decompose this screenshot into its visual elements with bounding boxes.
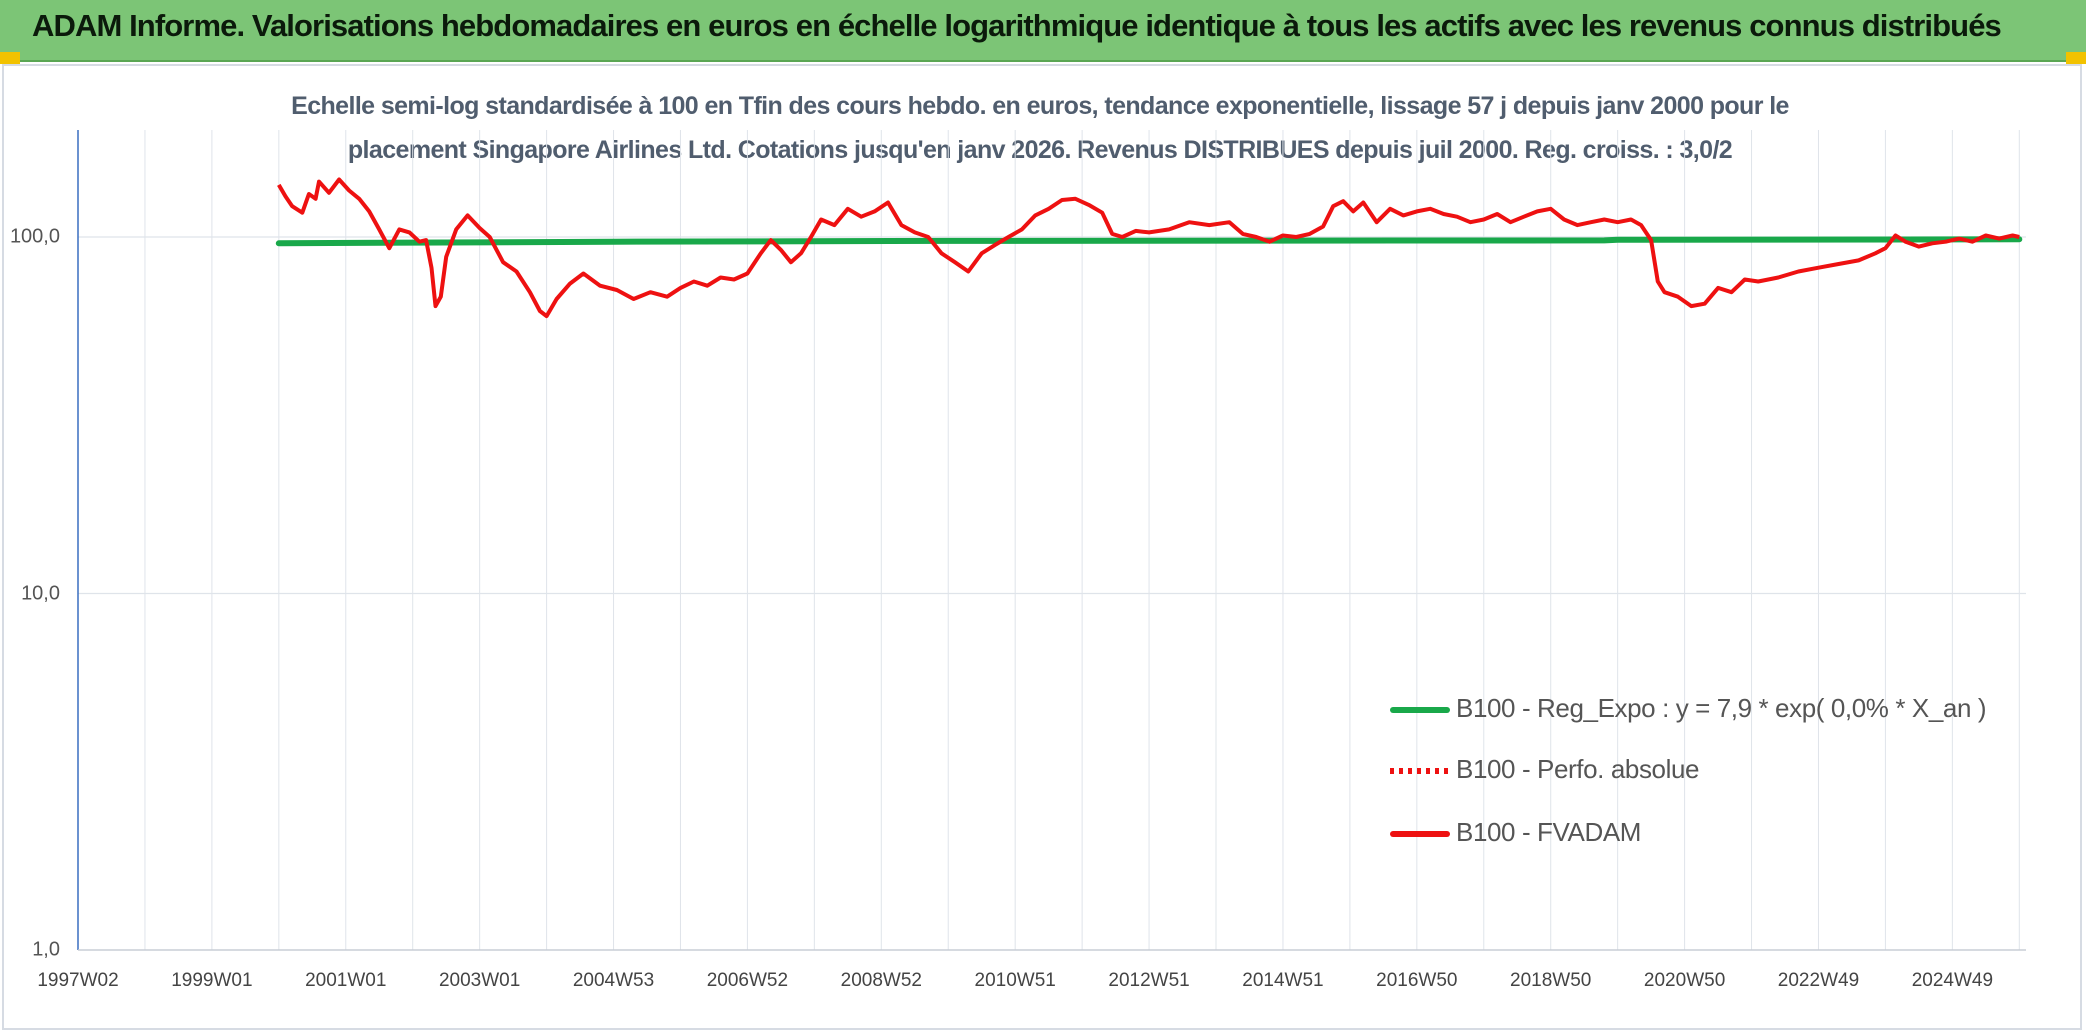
corner-marker-left xyxy=(0,52,20,64)
y-tick-label: 1,0 xyxy=(32,938,60,961)
x-tick-label: 2014W51 xyxy=(1242,970,1324,991)
y-tick-label: 100,0 xyxy=(9,225,60,248)
corner-marker-right xyxy=(2066,52,2086,64)
legend-swatch-fvadam xyxy=(1390,831,1450,837)
chart-title: Echelle semi-log standardisée à 100 en T… xyxy=(255,84,1825,172)
report-title: ADAM Informe. Valorisations hebdomadaire… xyxy=(32,8,2002,43)
x-tick-label: 2012W51 xyxy=(1108,970,1190,991)
report-header: ADAM Informe. Valorisations hebdomadaire… xyxy=(0,0,2086,62)
x-tick-label: 1999W01 xyxy=(171,970,253,991)
legend-label-perfo-absolue: B100 - Perfo. absolue xyxy=(1456,754,1700,784)
x-tick-label: 2022W49 xyxy=(1777,970,1860,991)
chart-frame xyxy=(2,64,2082,1030)
x-tick-label: 2020W50 xyxy=(1643,970,1726,991)
x-tick-label: 2004W53 xyxy=(572,970,655,991)
chart-title-line-1: Echelle semi-log standardisée à 100 en T… xyxy=(291,92,1789,120)
x-tick-label: 2016W50 xyxy=(1376,970,1458,991)
series-fvadam-line xyxy=(277,177,2020,319)
y-tick-label: 10,0 xyxy=(21,582,60,604)
series-regression-line xyxy=(275,236,2023,247)
x-tick-label: 2024W49 xyxy=(1911,970,1994,991)
chart-title-line-2: placement Singapore Airlines Ltd. Cotati… xyxy=(347,136,1733,164)
legend-swatch-regression xyxy=(1390,707,1450,713)
legend-label-regression: B100 - Reg_Expo : y = 7,9 * exp( 0,0% * … xyxy=(1456,693,1987,723)
x-tick-label: 2003W01 xyxy=(438,970,521,991)
x-tick-label: 2008W52 xyxy=(840,970,922,991)
x-tick-label: 2010W51 xyxy=(974,970,1056,991)
x-tick-label: 1997W02 xyxy=(37,970,119,991)
legend-swatch-perfo-absolue xyxy=(1390,768,1450,774)
legend-label-fvadam: B100 - FVADAM xyxy=(1456,817,1642,847)
x-tick-label: 2006W52 xyxy=(706,970,789,991)
x-tick-label: 2001W01 xyxy=(305,970,387,991)
x-tick-label: 2018W50 xyxy=(1510,970,1592,991)
